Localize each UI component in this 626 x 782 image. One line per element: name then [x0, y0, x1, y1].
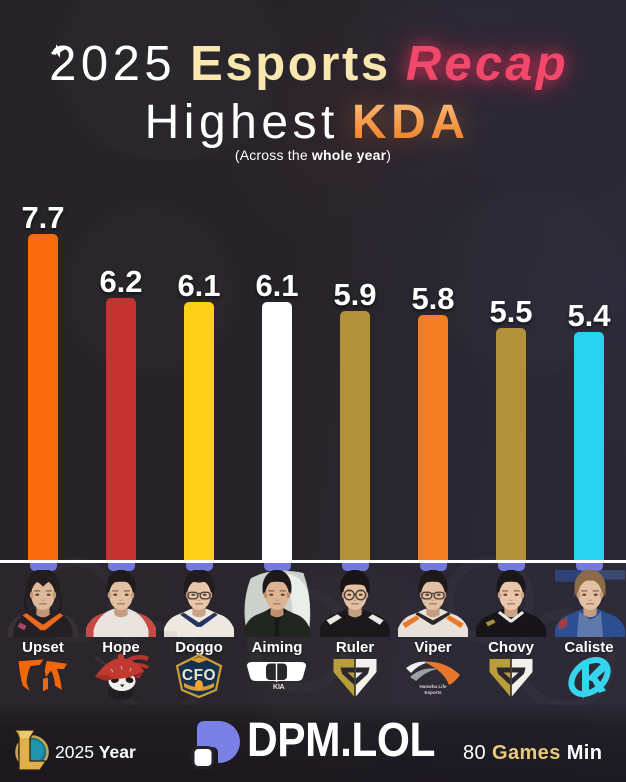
svg-text:CFO: CFO — [182, 667, 216, 684]
svg-text:KI: KI — [273, 684, 280, 691]
svg-text:Hanwha Life: Hanwha Life — [419, 684, 447, 689]
svg-text:A: A — [279, 684, 284, 691]
svg-text:Esports: Esports — [424, 690, 442, 695]
